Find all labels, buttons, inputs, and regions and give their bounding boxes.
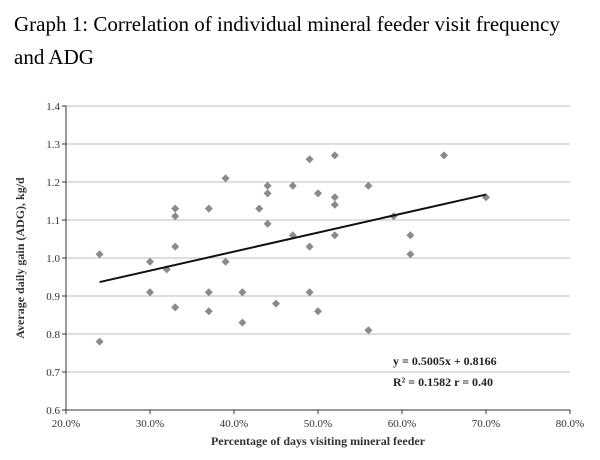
x-axis-label: Percentage of days visiting mineral feed… [211,434,426,448]
data-point [330,193,339,202]
y-axis-label: Average daily gain (ADG), kg/d [13,177,27,339]
data-point [263,219,272,228]
x-tick-label: 40.0% [220,418,248,430]
data-point [204,307,213,316]
data-point [238,318,247,327]
data-point [305,288,314,297]
data-point [406,231,415,240]
data-point [146,257,154,266]
trendline [99,193,487,284]
x-tick-label: 70.0% [472,418,500,430]
data-point [440,151,448,160]
data-point [364,326,373,335]
data-point [288,181,297,190]
y-tick-label: 1.1 [46,215,60,227]
data-point [171,242,180,251]
data-point [95,337,104,346]
y-tick-label: 1.3 [46,139,60,151]
data-point [330,151,339,160]
data-point [171,212,180,221]
x-tick-label: 50.0% [304,418,332,430]
data-point [263,181,272,190]
equation-annotation: y = 0.5005x + 0.8166 [393,354,497,368]
data-point [221,257,230,266]
y-tick-label: 0.9 [46,291,60,303]
data-point [314,307,322,316]
data-point [171,204,180,213]
data-point [204,288,213,297]
y-tick-label: 0.6 [46,405,60,417]
data-point [146,288,154,297]
data-point [330,200,339,209]
x-tick-label: 20.0% [52,418,80,430]
data-point [255,204,264,213]
y-tick-label: 1.0 [46,253,60,265]
data-point [263,189,272,198]
x-tick-label: 80.0% [556,418,584,430]
y-tick-label: 1.2 [46,177,60,189]
data-point [364,181,373,190]
x-tick-label: 60.0% [388,418,416,430]
data-point [238,288,247,297]
y-tick-label: 0.8 [46,329,60,341]
chart-title: Graph 1: Correlation of individual miner… [14,12,560,69]
data-point [204,204,213,213]
x-tick-label: 30.0% [136,418,164,430]
data-point [95,250,104,259]
data-point [221,174,230,183]
data-point [314,189,322,198]
data-point [305,155,314,164]
data-point [406,250,415,259]
data-point [272,299,280,308]
data-point [305,242,314,251]
data-point [171,303,180,312]
y-tick-label: 0.7 [46,367,60,379]
y-tick-label: 1.4 [46,101,60,113]
data-point [330,231,339,240]
r-squared-annotation: R² = 0.1582 r = 0.40 [393,375,493,389]
